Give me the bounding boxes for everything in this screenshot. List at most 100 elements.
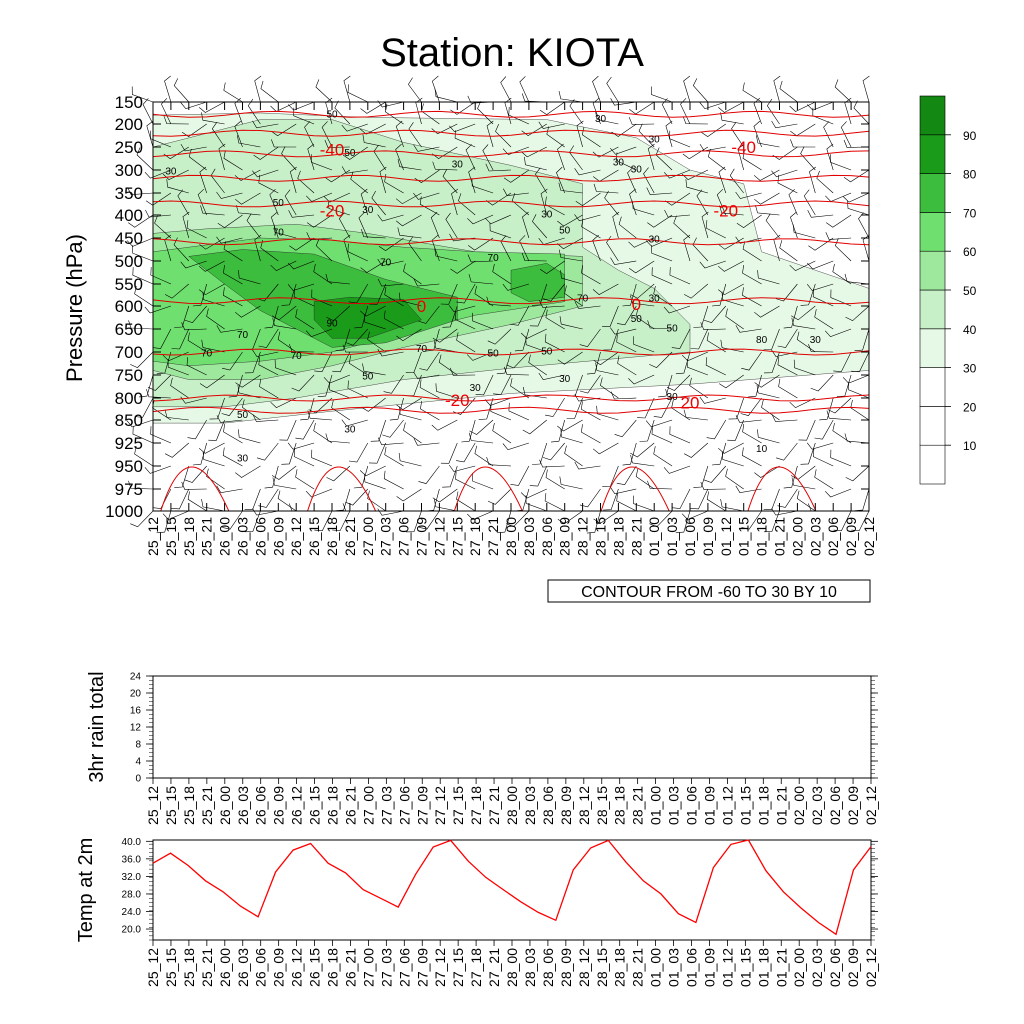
wind-barb [270, 211, 279, 239]
wind-barb [271, 465, 297, 480]
contour-labels-layer: 50 30 30 50 30 30 30 30 50 30 30 50 70 30 70 70 70 30 90 50… [165, 109, 821, 464]
y-tick-label: 1000 [105, 502, 143, 521]
x-tick-label: 26_15 [307, 948, 323, 987]
wind-barb [258, 356, 279, 376]
wind-barb [603, 328, 619, 351]
wind-barb [531, 283, 548, 306]
wind-barb [808, 237, 834, 251]
wind-barb [171, 328, 190, 350]
wind-barb [331, 399, 351, 421]
rh-contour-label: 30 [649, 235, 661, 246]
y-tick-label: 24 [130, 672, 142, 683]
wind-barb [408, 122, 422, 148]
wind-barb [699, 260, 726, 269]
wind-barb [490, 403, 512, 421]
wind-barb [558, 249, 583, 262]
wind-barb [681, 510, 709, 520]
wind-barb [467, 214, 494, 225]
wind-barb [418, 305, 440, 324]
wind-barb [368, 442, 386, 464]
wind-barb [630, 283, 655, 299]
x-tick-label: 01_12 [718, 517, 734, 556]
x-tick-label: 27_18 [468, 786, 484, 825]
wind-barb [741, 510, 762, 530]
wind-barb [522, 419, 547, 435]
wind-barb [128, 214, 154, 228]
wind-barb [281, 146, 297, 171]
wind-barb [707, 148, 726, 171]
wind-barb [234, 169, 261, 181]
wind-barb [413, 278, 440, 287]
wind-barb [832, 422, 852, 444]
wind-barb [477, 101, 494, 125]
wind-barb [432, 328, 458, 343]
wind-barb [343, 234, 351, 262]
rh-contour-label: 30 [541, 209, 553, 220]
x-tick-label: 27_00 [360, 786, 376, 825]
wind-barb [663, 169, 691, 179]
wind-barb [221, 397, 243, 416]
wind-barb [826, 410, 852, 421]
x-tick-label: 02_12 [863, 948, 879, 987]
rh-contour-label: 30 [344, 424, 356, 435]
x-tick-label: 28_03 [521, 517, 537, 556]
wind-barb [415, 97, 423, 125]
wind-barb [616, 465, 637, 486]
wind-barb [669, 426, 691, 444]
x-tick-label: 25_18 [181, 786, 197, 825]
wind-barb [377, 437, 404, 446]
wind-barb [484, 214, 512, 225]
wind-barb [592, 234, 601, 262]
temperature-contour-label: -20 [714, 202, 739, 221]
wind-barb [482, 144, 494, 171]
y-tick-label: 200 [115, 115, 143, 134]
x-tick-label: 27_21 [485, 517, 501, 556]
wind-barb [397, 227, 422, 239]
x-tick-label: 27_06 [396, 517, 412, 556]
wind-barb [647, 480, 673, 490]
y-tick-label: 550 [115, 275, 143, 294]
wind-barb [671, 328, 691, 349]
wind-barb [377, 100, 404, 108]
wind-barb [796, 490, 816, 512]
wind-barb [830, 154, 852, 171]
wind-barb [628, 237, 655, 248]
wind-barb [538, 121, 565, 129]
wind-barb [163, 116, 189, 125]
wind-barb [560, 428, 583, 444]
rh-contour-label: 50 [541, 346, 553, 357]
wind-barb [618, 216, 637, 239]
rh-contour-label: 30 [649, 134, 661, 145]
colorbar-label: 80 [963, 168, 977, 182]
isotherm-4 [152, 200, 870, 208]
colorbar: 10 20 30 40 50 60 70 80 90 [919, 95, 977, 485]
wind-barb [693, 305, 709, 328]
wind-barb [754, 192, 780, 205]
wind-barb [130, 510, 154, 528]
wind-barb [502, 442, 529, 451]
isotherm-0 [152, 110, 870, 118]
wind-barb [790, 465, 816, 480]
wind-barb [367, 490, 386, 512]
rh-contour-label: 50 [362, 372, 374, 383]
x-tick-label: 25_12 [145, 786, 161, 825]
colorbar-swatch [919, 134, 946, 174]
wind-barb [434, 88, 458, 103]
wind-barb [284, 189, 297, 216]
wind-barb [234, 120, 243, 148]
wind-barb [703, 465, 727, 483]
wind-barb [200, 205, 225, 216]
wind-barb [260, 80, 279, 103]
wind-barb [396, 214, 422, 227]
wind-barb [542, 442, 565, 461]
wind-barb [335, 488, 351, 511]
colorbar-swatch [919, 250, 946, 291]
wind-barb [362, 363, 386, 376]
wind-barb [684, 442, 709, 458]
wind-barb [557, 214, 583, 227]
wind-barb [315, 238, 333, 262]
wind-barb [725, 308, 744, 330]
wind-barb [559, 316, 583, 330]
wind-barb [610, 487, 637, 495]
